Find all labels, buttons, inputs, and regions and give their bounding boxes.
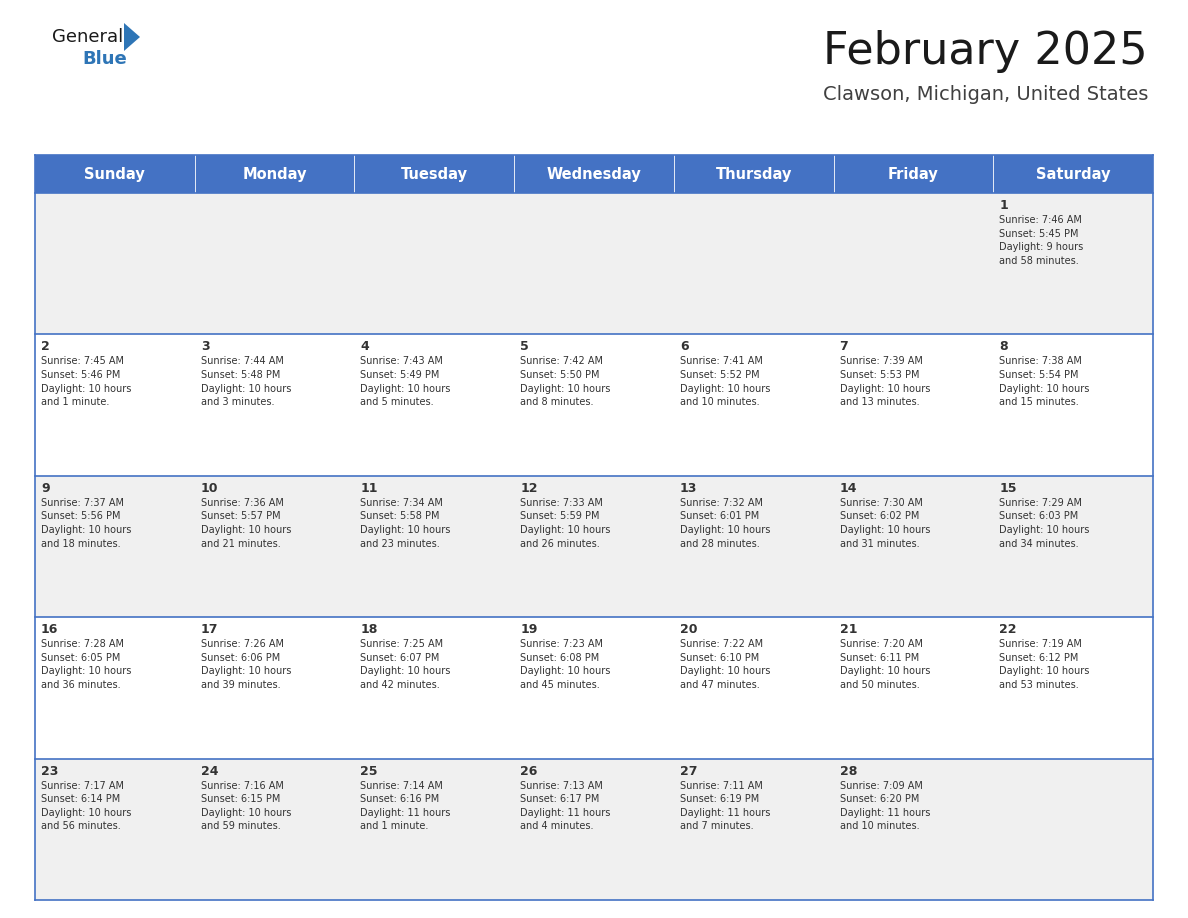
Text: 20: 20 xyxy=(680,623,697,636)
Text: 8: 8 xyxy=(999,341,1007,353)
Text: 2: 2 xyxy=(42,341,50,353)
Text: Thursday: Thursday xyxy=(715,166,792,182)
Text: Sunrise: 7:33 AM
Sunset: 5:59 PM
Daylight: 10 hours
and 26 minutes.: Sunrise: 7:33 AM Sunset: 5:59 PM Dayligh… xyxy=(520,498,611,549)
Text: Sunrise: 7:20 AM
Sunset: 6:11 PM
Daylight: 10 hours
and 50 minutes.: Sunrise: 7:20 AM Sunset: 6:11 PM Dayligh… xyxy=(840,639,930,690)
Text: Sunrise: 7:17 AM
Sunset: 6:14 PM
Daylight: 10 hours
and 56 minutes.: Sunrise: 7:17 AM Sunset: 6:14 PM Dayligh… xyxy=(42,780,132,832)
Text: 23: 23 xyxy=(42,765,58,778)
Text: 6: 6 xyxy=(680,341,689,353)
Text: Sunrise: 7:43 AM
Sunset: 5:49 PM
Daylight: 10 hours
and 5 minutes.: Sunrise: 7:43 AM Sunset: 5:49 PM Dayligh… xyxy=(360,356,450,408)
Text: 26: 26 xyxy=(520,765,537,778)
Text: Sunrise: 7:42 AM
Sunset: 5:50 PM
Daylight: 10 hours
and 8 minutes.: Sunrise: 7:42 AM Sunset: 5:50 PM Dayligh… xyxy=(520,356,611,408)
Text: 14: 14 xyxy=(840,482,857,495)
Text: Sunrise: 7:16 AM
Sunset: 6:15 PM
Daylight: 10 hours
and 59 minutes.: Sunrise: 7:16 AM Sunset: 6:15 PM Dayligh… xyxy=(201,780,291,832)
Text: Sunrise: 7:46 AM
Sunset: 5:45 PM
Daylight: 9 hours
and 58 minutes.: Sunrise: 7:46 AM Sunset: 5:45 PM Dayligh… xyxy=(999,215,1083,266)
Text: Sunrise: 7:34 AM
Sunset: 5:58 PM
Daylight: 10 hours
and 23 minutes.: Sunrise: 7:34 AM Sunset: 5:58 PM Dayligh… xyxy=(360,498,450,549)
Text: Wednesday: Wednesday xyxy=(546,166,642,182)
Text: Sunrise: 7:26 AM
Sunset: 6:06 PM
Daylight: 10 hours
and 39 minutes.: Sunrise: 7:26 AM Sunset: 6:06 PM Dayligh… xyxy=(201,639,291,690)
Text: 16: 16 xyxy=(42,623,58,636)
Text: General: General xyxy=(52,28,124,46)
Bar xyxy=(34,334,1154,476)
Text: Saturday: Saturday xyxy=(1036,166,1111,182)
Text: Sunday: Sunday xyxy=(84,166,145,182)
Text: Sunrise: 7:41 AM
Sunset: 5:52 PM
Daylight: 10 hours
and 10 minutes.: Sunrise: 7:41 AM Sunset: 5:52 PM Dayligh… xyxy=(680,356,770,408)
Text: Sunrise: 7:11 AM
Sunset: 6:19 PM
Daylight: 11 hours
and 7 minutes.: Sunrise: 7:11 AM Sunset: 6:19 PM Dayligh… xyxy=(680,780,770,832)
Bar xyxy=(34,758,1154,900)
Text: Sunrise: 7:30 AM
Sunset: 6:02 PM
Daylight: 10 hours
and 31 minutes.: Sunrise: 7:30 AM Sunset: 6:02 PM Dayligh… xyxy=(840,498,930,549)
Text: Tuesday: Tuesday xyxy=(400,166,468,182)
Text: 27: 27 xyxy=(680,765,697,778)
Text: Blue: Blue xyxy=(82,50,127,68)
Text: 7: 7 xyxy=(840,341,848,353)
Text: Sunrise: 7:09 AM
Sunset: 6:20 PM
Daylight: 11 hours
and 10 minutes.: Sunrise: 7:09 AM Sunset: 6:20 PM Dayligh… xyxy=(840,780,930,832)
Text: Sunrise: 7:19 AM
Sunset: 6:12 PM
Daylight: 10 hours
and 53 minutes.: Sunrise: 7:19 AM Sunset: 6:12 PM Dayligh… xyxy=(999,639,1089,690)
Text: 22: 22 xyxy=(999,623,1017,636)
Text: Sunrise: 7:13 AM
Sunset: 6:17 PM
Daylight: 11 hours
and 4 minutes.: Sunrise: 7:13 AM Sunset: 6:17 PM Dayligh… xyxy=(520,780,611,832)
Text: 1: 1 xyxy=(999,199,1009,212)
Text: 4: 4 xyxy=(360,341,369,353)
Text: 11: 11 xyxy=(360,482,378,495)
Text: 13: 13 xyxy=(680,482,697,495)
Text: 25: 25 xyxy=(360,765,378,778)
Bar xyxy=(34,155,1154,193)
Text: 3: 3 xyxy=(201,341,209,353)
Bar xyxy=(34,476,1154,617)
Text: Sunrise: 7:45 AM
Sunset: 5:46 PM
Daylight: 10 hours
and 1 minute.: Sunrise: 7:45 AM Sunset: 5:46 PM Dayligh… xyxy=(42,356,132,408)
Text: Sunrise: 7:36 AM
Sunset: 5:57 PM
Daylight: 10 hours
and 21 minutes.: Sunrise: 7:36 AM Sunset: 5:57 PM Dayligh… xyxy=(201,498,291,549)
Text: Sunrise: 7:44 AM
Sunset: 5:48 PM
Daylight: 10 hours
and 3 minutes.: Sunrise: 7:44 AM Sunset: 5:48 PM Dayligh… xyxy=(201,356,291,408)
Text: Clawson, Michigan, United States: Clawson, Michigan, United States xyxy=(822,85,1148,104)
Text: 5: 5 xyxy=(520,341,529,353)
Text: 17: 17 xyxy=(201,623,219,636)
Text: Sunrise: 7:23 AM
Sunset: 6:08 PM
Daylight: 10 hours
and 45 minutes.: Sunrise: 7:23 AM Sunset: 6:08 PM Dayligh… xyxy=(520,639,611,690)
Text: Sunrise: 7:37 AM
Sunset: 5:56 PM
Daylight: 10 hours
and 18 minutes.: Sunrise: 7:37 AM Sunset: 5:56 PM Dayligh… xyxy=(42,498,132,549)
Text: 10: 10 xyxy=(201,482,219,495)
Text: Sunrise: 7:32 AM
Sunset: 6:01 PM
Daylight: 10 hours
and 28 minutes.: Sunrise: 7:32 AM Sunset: 6:01 PM Dayligh… xyxy=(680,498,770,549)
Text: Friday: Friday xyxy=(889,166,939,182)
Text: 19: 19 xyxy=(520,623,537,636)
Text: 24: 24 xyxy=(201,765,219,778)
Text: 9: 9 xyxy=(42,482,50,495)
Text: February 2025: February 2025 xyxy=(823,30,1148,73)
Bar xyxy=(34,617,1154,758)
Text: Sunrise: 7:25 AM
Sunset: 6:07 PM
Daylight: 10 hours
and 42 minutes.: Sunrise: 7:25 AM Sunset: 6:07 PM Dayligh… xyxy=(360,639,450,690)
Text: Sunrise: 7:29 AM
Sunset: 6:03 PM
Daylight: 10 hours
and 34 minutes.: Sunrise: 7:29 AM Sunset: 6:03 PM Dayligh… xyxy=(999,498,1089,549)
Text: Monday: Monday xyxy=(242,166,307,182)
Text: Sunrise: 7:14 AM
Sunset: 6:16 PM
Daylight: 11 hours
and 1 minute.: Sunrise: 7:14 AM Sunset: 6:16 PM Dayligh… xyxy=(360,780,450,832)
Text: Sunrise: 7:38 AM
Sunset: 5:54 PM
Daylight: 10 hours
and 15 minutes.: Sunrise: 7:38 AM Sunset: 5:54 PM Dayligh… xyxy=(999,356,1089,408)
Text: 28: 28 xyxy=(840,765,857,778)
Bar xyxy=(34,193,1154,334)
Text: Sunrise: 7:22 AM
Sunset: 6:10 PM
Daylight: 10 hours
and 47 minutes.: Sunrise: 7:22 AM Sunset: 6:10 PM Dayligh… xyxy=(680,639,770,690)
Text: 12: 12 xyxy=(520,482,538,495)
Text: 18: 18 xyxy=(360,623,378,636)
Text: Sunrise: 7:39 AM
Sunset: 5:53 PM
Daylight: 10 hours
and 13 minutes.: Sunrise: 7:39 AM Sunset: 5:53 PM Dayligh… xyxy=(840,356,930,408)
Text: Sunrise: 7:28 AM
Sunset: 6:05 PM
Daylight: 10 hours
and 36 minutes.: Sunrise: 7:28 AM Sunset: 6:05 PM Dayligh… xyxy=(42,639,132,690)
Text: 21: 21 xyxy=(840,623,857,636)
Polygon shape xyxy=(124,23,140,51)
Text: 15: 15 xyxy=(999,482,1017,495)
